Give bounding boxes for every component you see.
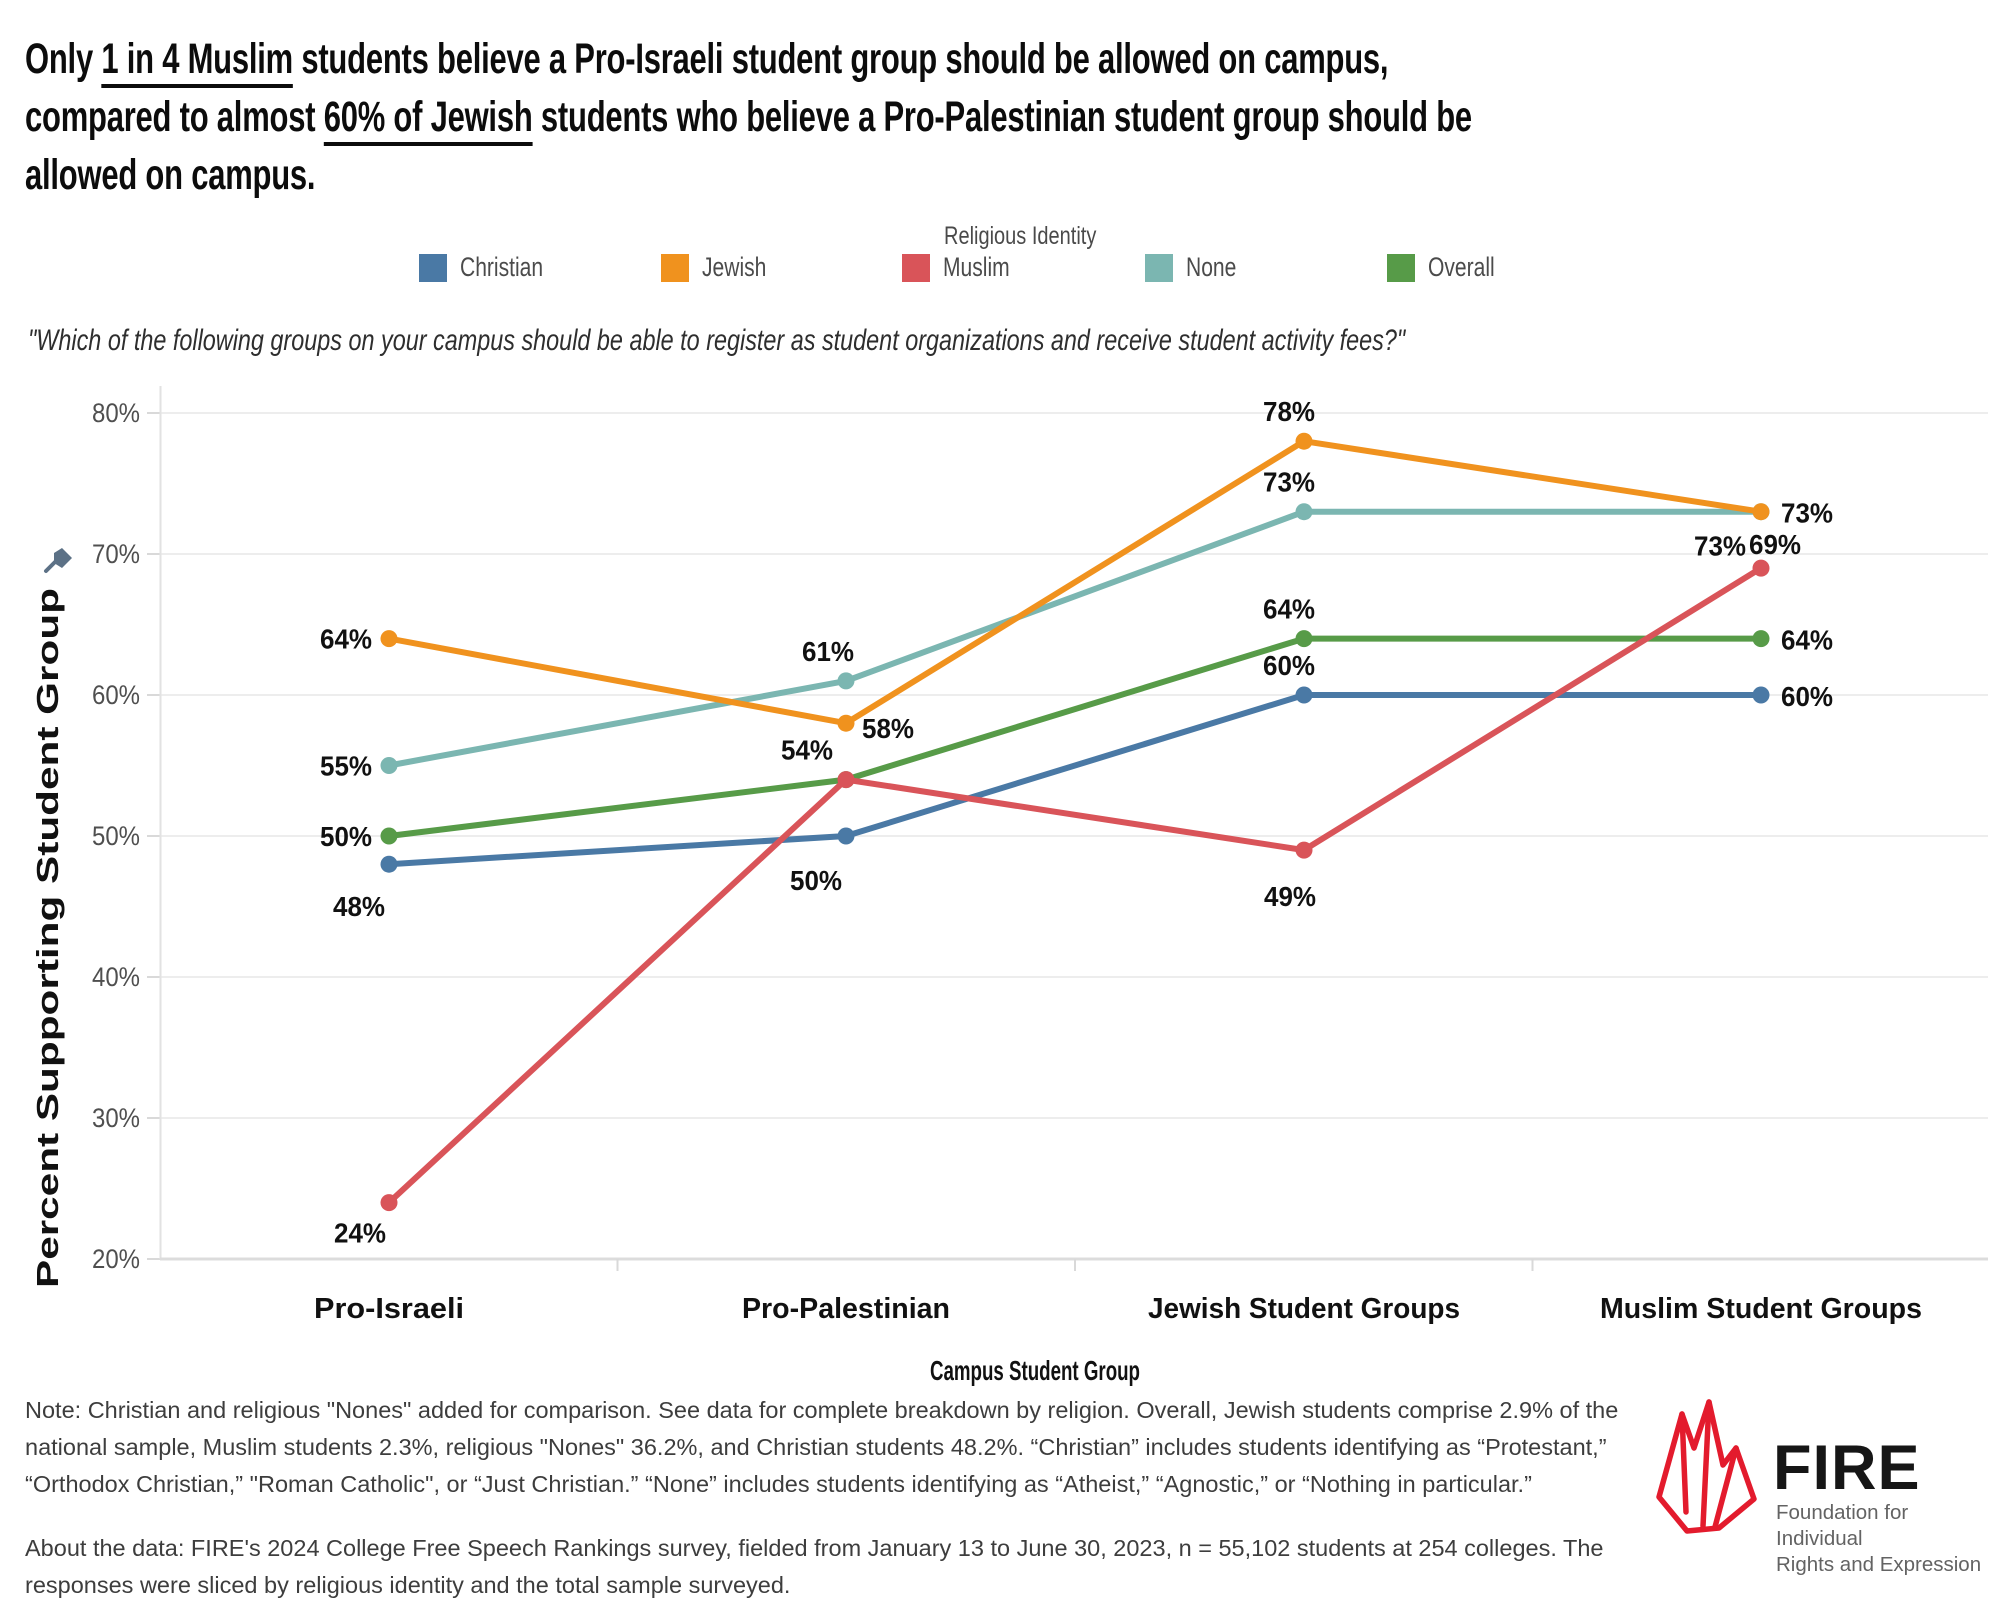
legend-swatch-none <box>1145 253 1173 282</box>
chart-headline: Only 1 in 4 Muslim students believe a Pr… <box>25 30 2000 204</box>
data-label-jewish-0: 64% <box>320 624 372 655</box>
data-label-jewish-3: 73% <box>1781 498 1833 529</box>
point-overall-0[interactable] <box>380 827 398 845</box>
survey-question: "Which of the following groups on your c… <box>28 324 1406 357</box>
data-label-none-0: 55% <box>320 751 372 782</box>
point-jewish-0[interactable] <box>380 630 398 648</box>
legend-swatch-muslim <box>902 253 930 282</box>
legend-item-jewish[interactable]: Jewish <box>661 252 785 283</box>
legend-item-none[interactable]: None <box>1145 252 1251 283</box>
point-overall-2[interactable] <box>1295 630 1313 648</box>
headline-line-1: Only 1 in 4 Muslim students believe a Pr… <box>25 30 1472 88</box>
data-label-muslim-2: 49% <box>1264 881 1316 912</box>
fire-logo-tagline: Foundation for Individual Rights and Exp… <box>1776 1500 2000 1578</box>
y-tick-label: 80% <box>92 398 140 428</box>
legend-label: None <box>1186 252 1237 282</box>
point-christian-0[interactable] <box>380 855 398 873</box>
pushpin-icon <box>44 548 72 573</box>
legend-item-overall[interactable]: Overall <box>1387 252 1514 283</box>
point-christian-1[interactable] <box>837 827 855 845</box>
data-label-none-1: 61% <box>802 636 854 667</box>
data-label-none-2: 73% <box>1263 467 1315 498</box>
legend-title: Religious Identity <box>870 222 1170 251</box>
legend-swatch-christian <box>419 253 447 282</box>
series-line-jewish[interactable] <box>386 438 1764 727</box>
about-text: About the data: FIRE's 2024 College Free… <box>25 1535 1604 1598</box>
legend-label: Overall <box>1428 252 1495 282</box>
headline-text: students believe a Pro-Israeli student g… <box>292 35 1389 83</box>
legend-swatch-overall <box>1387 253 1415 282</box>
y-tick-label: 30% <box>92 1103 140 1133</box>
point-christian-2[interactable] <box>1295 686 1313 704</box>
point-jewish-2[interactable] <box>1295 432 1313 450</box>
headline-text: compared to almost <box>25 93 324 141</box>
fire-flame-icon <box>1656 1399 1757 1534</box>
headline-underlined-text: 60% of Jewish <box>323 93 533 146</box>
data-label-muslim-3: 69% <box>1749 529 1801 560</box>
data-label-muslim-1: 54% <box>781 735 833 766</box>
category-label-3: Jewish Student Groups <box>1148 1293 1460 1325</box>
series-line-none[interactable] <box>386 508 1764 769</box>
y-tick-label: 60% <box>92 680 140 710</box>
headline-line-3: allowed on campus. <box>25 146 1472 204</box>
data-label-overall-3: 64% <box>1781 625 1833 656</box>
headline-text: students who believe a Pro-Palestinian s… <box>532 93 1472 141</box>
headline-underlined-text: 1 in 4 Muslim <box>101 35 293 88</box>
legend-title-text: Religious Identity <box>943 222 1097 250</box>
note-text: Note: Christian and religious "Nones" ad… <box>25 1397 1619 1497</box>
y-tick-label: 20% <box>92 1244 140 1274</box>
point-christian-3[interactable] <box>1752 686 1770 704</box>
headline-text: allowed on campus. <box>25 151 316 199</box>
headline-text: Only <box>25 35 102 83</box>
series-line-christian[interactable] <box>386 692 1764 868</box>
point-none-0[interactable] <box>380 757 398 774</box>
data-label-christian-1: 50% <box>790 865 842 896</box>
x-axis-title: Campus Student Group <box>930 1355 1140 1386</box>
point-none-1[interactable] <box>837 672 855 690</box>
fire-logo-tagline-line1: Foundation for Individual <box>1776 1501 1909 1550</box>
data-label-christian-2: 60% <box>1263 650 1315 681</box>
point-muslim-3[interactable] <box>1752 559 1770 577</box>
data-label-jewish-2: 78% <box>1263 396 1315 427</box>
legend-label: Christian <box>460 252 544 282</box>
legend-swatch-jewish <box>661 253 689 282</box>
point-jewish-3[interactable] <box>1752 503 1770 521</box>
category-label-1: Pro-Israeli <box>314 1293 464 1325</box>
data-label-jewish-1: 58% <box>862 713 914 744</box>
point-muslim-0[interactable] <box>380 1194 398 1212</box>
footnotes: Note: Christian and religious "Nones" ad… <box>25 1392 1635 1604</box>
data-label-christian-3: 60% <box>1781 681 1833 712</box>
legend-item-christian[interactable]: Christian <box>419 252 567 283</box>
series-line-overall[interactable] <box>386 635 1764 839</box>
data-label-christian-0: 48% <box>333 891 385 922</box>
fire-logo-tagline-line2: Rights and Expression <box>1776 1553 1982 1576</box>
category-label-4: Muslim Student Groups <box>1600 1293 1922 1325</box>
point-muslim-1[interactable] <box>837 771 855 789</box>
point-jewish-1[interactable] <box>837 714 855 732</box>
y-tick-label: 50% <box>92 821 140 851</box>
headline-line-2: compared to almost 60% of Jewish student… <box>25 88 1472 146</box>
legend-label: Jewish <box>702 252 767 282</box>
series-line-muslim[interactable] <box>386 565 1764 1206</box>
data-label-muslim-0: 24% <box>334 1218 386 1249</box>
data-label-overall-2: 64% <box>1263 594 1315 625</box>
fire-logo-wordmark: FIRE <box>1773 1433 1921 1503</box>
point-none-2[interactable] <box>1295 503 1313 521</box>
point-overall-3[interactable] <box>1752 630 1770 648</box>
y-tick-label: 40% <box>92 962 140 992</box>
legend-item-muslim[interactable]: Muslim <box>902 252 1029 283</box>
legend-label: Muslim <box>943 252 1010 282</box>
y-axis-title: Percent Supporting Student Group <box>30 588 65 1288</box>
data-label-overall-0: 50% <box>320 821 372 852</box>
point-muslim-2[interactable] <box>1295 841 1313 859</box>
category-label-2: Pro-Palestinian <box>742 1293 950 1325</box>
data-label-none-3: 73% <box>1694 531 1746 562</box>
y-tick-label: 70% <box>92 539 140 569</box>
